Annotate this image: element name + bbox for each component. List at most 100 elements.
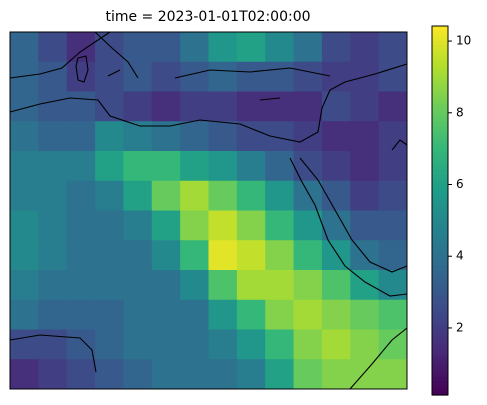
colorbar-swatch [432, 118, 448, 123]
colorbar-swatch [432, 269, 448, 274]
heat-cell [95, 359, 124, 390]
colorbar-swatch [432, 162, 448, 167]
heat-cell [38, 270, 68, 301]
colorbar-swatch [432, 335, 448, 341]
colorbar-swatch [432, 51, 448, 57]
heat-cell [66, 210, 96, 241]
colorbar-swatch [432, 155, 448, 160]
heat-cell [38, 180, 68, 211]
colorbar-swatch [432, 262, 448, 267]
heat-cell [10, 329, 39, 360]
colorbar-swatch [432, 40, 448, 46]
heat-cell [236, 180, 266, 211]
heat-cell [95, 180, 124, 211]
heat-cell [378, 210, 408, 241]
colorbar-swatch [432, 166, 448, 171]
heat-cell [95, 91, 124, 122]
heat-cell [180, 329, 209, 360]
heat-cell [265, 299, 295, 330]
heat-cell [151, 32, 181, 63]
colorbar-swatch [432, 210, 448, 215]
colorbar-swatch [432, 350, 448, 356]
colorbar-swatch [432, 70, 448, 75]
heat-cell [208, 32, 238, 63]
colorbar-swatch [432, 81, 448, 86]
heat-cell [321, 151, 351, 182]
heat-cell [378, 91, 408, 122]
heat-cell [265, 240, 295, 271]
heat-cell [208, 299, 238, 330]
heat-cell [236, 91, 266, 122]
heat-cell [208, 329, 238, 360]
heat-cell [180, 359, 209, 390]
heat-cell [123, 91, 153, 122]
colorbar-swatch [432, 317, 448, 322]
heat-cell [236, 329, 266, 360]
colorbar-swatch [432, 29, 448, 34]
heat-cell [208, 180, 238, 211]
colorbar-swatch [432, 107, 448, 112]
heat-cell [66, 180, 96, 211]
heat-cell [293, 359, 323, 390]
colorbar-swatch [432, 332, 448, 337]
heat-cell [10, 299, 39, 330]
colorbar-swatch [432, 195, 448, 201]
colorbar-swatch [432, 192, 448, 197]
colorbar-swatch [432, 26, 448, 31]
heat-cell [66, 359, 96, 390]
colorbar-swatch [432, 254, 448, 260]
heat-cell [95, 151, 124, 182]
colorbar-swatch [432, 236, 448, 241]
colorbar: 2 4 6 8 10 [432, 26, 471, 396]
heat-cell [293, 240, 323, 271]
colorbar-swatch [432, 66, 448, 71]
colorbar-swatch [432, 62, 448, 68]
colorbar-swatch [432, 354, 448, 359]
heat-cell [151, 329, 181, 360]
heat-cell [38, 299, 68, 330]
colorbar-swatch [432, 217, 448, 223]
heat-cell [95, 270, 124, 301]
colorbar-swatch [432, 180, 448, 186]
colorbar-swatch [432, 92, 448, 97]
colorbar-swatch [432, 169, 448, 175]
heat-cell [95, 240, 124, 271]
colorbar-swatch [432, 228, 448, 234]
colorbar-swatch [432, 158, 448, 164]
colorbar-swatch [432, 232, 448, 237]
heat-cell [265, 91, 295, 122]
heat-cell [321, 240, 351, 271]
heat-cell [208, 359, 238, 390]
heat-cell [66, 91, 96, 122]
colorbar-swatch [432, 365, 448, 370]
heat-cell [265, 180, 295, 211]
coastline [9, 31, 111, 79]
colorbar-swatch [432, 361, 448, 367]
colorbar-swatch [432, 287, 448, 293]
colorbar-swatch [432, 133, 448, 138]
heat-cell [208, 61, 238, 92]
heat-cell [123, 32, 153, 63]
heat-cell [293, 180, 323, 211]
heat-cell [236, 151, 266, 182]
colorbar-swatch [432, 214, 448, 219]
heat-cell [236, 270, 266, 301]
heat-cell [293, 329, 323, 360]
heat-cell [66, 329, 96, 360]
heat-cell [66, 270, 96, 301]
heat-cell [123, 240, 153, 271]
heat-cell [38, 151, 68, 182]
colorbar-swatch [432, 321, 448, 326]
colorbar-swatch [432, 391, 448, 396]
heat-cell [321, 299, 351, 330]
colorbar-swatch [432, 144, 448, 149]
colorbar-swatch [432, 387, 448, 392]
colorbar-swatch [432, 173, 448, 178]
heat-cell [265, 32, 295, 63]
heat-cell [38, 329, 68, 360]
heat-cell [151, 240, 181, 271]
heat-cell [321, 329, 351, 360]
heat-cell [180, 210, 209, 241]
colorbar-swatch [432, 129, 448, 134]
colorbar-swatch [432, 324, 448, 330]
